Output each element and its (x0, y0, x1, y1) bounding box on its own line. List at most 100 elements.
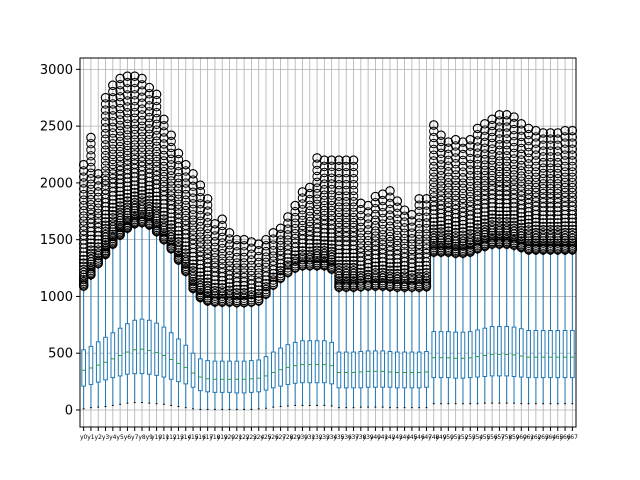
outlier-point (429, 150, 439, 160)
outlier-point (443, 232, 454, 243)
x-tick-label-y2: y2 (95, 434, 103, 441)
outlier-point (348, 227, 359, 237)
outlier-point (553, 163, 563, 173)
outlier-point (472, 154, 483, 164)
outlier-point (312, 209, 322, 220)
outlier-point-max (283, 212, 293, 222)
outlier-point (429, 192, 439, 202)
outlier-point (224, 251, 235, 261)
x-tick-label-y63: y63 (538, 434, 549, 441)
outlier-point (122, 119, 133, 129)
x-tick-label-y1: y1 (87, 434, 95, 441)
outlier-point (480, 154, 490, 165)
outlier-point (341, 232, 351, 242)
outlier-point (516, 125, 526, 135)
outlier-point (217, 286, 227, 296)
x-tick-label-y15: y15 (187, 434, 198, 441)
x-tick-label-y28: y28 (282, 434, 293, 441)
x-tick-label-y0: y0 (80, 434, 88, 441)
outlier-point (399, 264, 410, 275)
outlier-point (334, 207, 344, 218)
outlier-point (326, 167, 337, 178)
outlier-point (494, 128, 505, 138)
outlier-point (122, 155, 133, 165)
outlier-point (516, 149, 526, 159)
outlier-point (319, 190, 330, 200)
outlier-point (465, 187, 475, 197)
outlier-point (181, 215, 191, 226)
outlier-point (115, 204, 125, 214)
outlier-point (151, 208, 162, 218)
x-tick-label-y25: y25 (260, 434, 271, 441)
x-tick-label-y24: y24 (253, 434, 264, 441)
outlier-point (429, 182, 439, 193)
outlier-point (567, 138, 578, 148)
box-iqr (394, 351, 400, 389)
box-iqr (562, 329, 568, 379)
outlier-point (239, 241, 249, 251)
outlier-point (202, 223, 213, 234)
outlier-point (144, 107, 154, 117)
box-y5 (115, 73, 125, 405)
outlier-point (516, 131, 526, 142)
box-iqr (132, 319, 138, 375)
outlier-point-max (268, 228, 278, 238)
outlier-point (429, 240, 439, 251)
outlier-point (480, 190, 490, 200)
outlier-point (538, 157, 548, 168)
outlier-point (545, 188, 556, 199)
outlier-point (122, 130, 133, 140)
outlier-point (516, 166, 526, 176)
outlier-point (202, 212, 213, 222)
outlier-point-max (392, 196, 402, 206)
outlier-point (202, 249, 213, 259)
outlier-point (560, 238, 570, 248)
outlier-point (348, 262, 359, 273)
outlier-point (173, 204, 184, 214)
outlier-point (108, 202, 118, 213)
outlier-point (487, 233, 497, 243)
outlier-point (487, 185, 497, 195)
outlier-point (560, 132, 570, 142)
outlier-point (567, 224, 578, 235)
outlier-point (348, 174, 359, 184)
outlier-point (261, 278, 271, 289)
outlier-point (538, 146, 548, 156)
outlier-point (531, 150, 541, 160)
outlier-point-max (370, 191, 381, 202)
outlier-point (465, 176, 475, 186)
outlier-point (545, 184, 556, 194)
outlier-point (210, 253, 220, 263)
outlier-point (567, 230, 578, 241)
x-tick-label-y12: y12 (166, 434, 177, 441)
x-tick-label-y60: y60 (516, 434, 527, 441)
outlier-point (115, 120, 125, 131)
box-iqr (329, 341, 334, 385)
outlier-point (494, 161, 505, 172)
outlier-point (115, 126, 125, 136)
box-iqr (504, 326, 510, 377)
x-tick-label-y8: y8 (138, 434, 146, 441)
outlier-point (414, 249, 424, 259)
box-iqr (278, 347, 283, 387)
outlier-point (509, 124, 519, 135)
outlier-point (173, 250, 184, 260)
outlier-point (567, 156, 578, 166)
outlier-point (363, 230, 373, 241)
outlier-point (480, 149, 490, 159)
outlier-point (567, 132, 578, 142)
outlier-point (378, 267, 388, 278)
x-tick-label-y38: y38 (355, 434, 366, 441)
outlier-point (326, 179, 337, 189)
outlier-point-max (173, 148, 184, 159)
box-y46 (414, 194, 424, 409)
box-iqr (88, 345, 94, 385)
box-y62 (531, 125, 541, 405)
outlier-point (268, 246, 278, 256)
y-tick-label-4: 2000 (40, 176, 73, 191)
outlier-point (399, 248, 410, 258)
outlier-point (341, 276, 351, 286)
outlier-point (436, 227, 446, 237)
outlier-point (202, 218, 213, 228)
box-iqr (540, 329, 546, 379)
